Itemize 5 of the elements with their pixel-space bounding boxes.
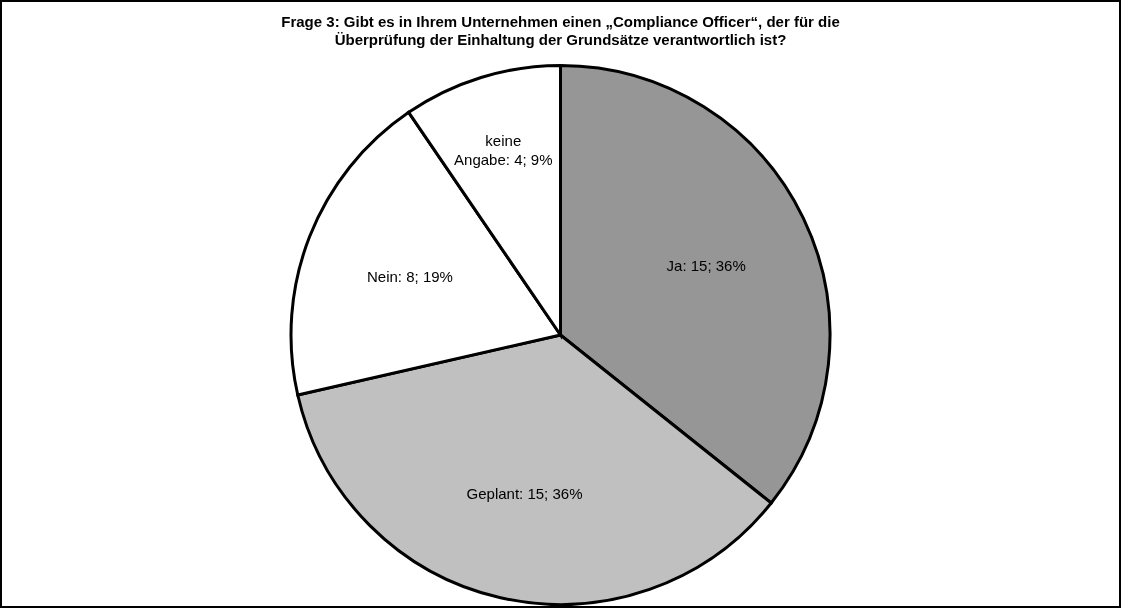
slice-label: Geplant: 15; 36% bbox=[466, 483, 583, 503]
slice-label: Ja: 15; 36% bbox=[666, 255, 746, 275]
slice-label: keine Angabe: 4; 9% bbox=[453, 130, 554, 169]
chart-title: Frage 3: Gibt es in Ihrem Unternehmen einen „Compliance Officer“, der für die Überprüfung der Einhaltung der Grundsätze verantwortlich ist? bbox=[281, 13, 840, 49]
slice-label: Nein: 8; 19% bbox=[367, 266, 453, 286]
